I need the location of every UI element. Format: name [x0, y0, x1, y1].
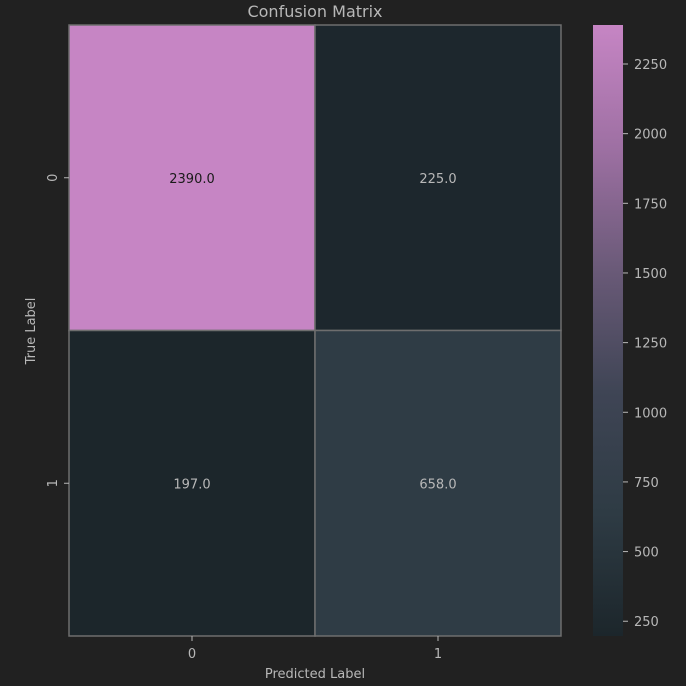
y-tick-label: 1 [46, 479, 61, 487]
colorbar-tick-label: 750 [634, 476, 659, 491]
y-axis-ticks: 01 [46, 174, 69, 487]
colorbar-tick-label: 2250 [634, 58, 667, 73]
colorbar [593, 25, 623, 636]
heatmap-cell [68, 329, 316, 637]
y-axis-label: True Label [24, 298, 39, 366]
chart-title: Confusion Matrix [247, 2, 382, 21]
colorbar-ticks: 250 500 750 1000 1250 1500 1750 2000 2250 [623, 58, 667, 630]
colorbar-tick-label: 2000 [634, 128, 667, 143]
cell-value-label: 197.0 [173, 477, 210, 492]
x-tick-label: 0 [188, 647, 196, 662]
colorbar-tick-label: 1500 [634, 267, 667, 282]
heatmap-cells [68, 24, 562, 637]
colorbar-tick-label: 1250 [634, 337, 667, 352]
heatmap-cell [314, 329, 562, 637]
heatmap-cell [314, 24, 562, 332]
colorbar-tick-label: 250 [634, 615, 659, 630]
colorbar-tick-label: 500 [634, 546, 659, 561]
cell-value-label: 225.0 [419, 172, 456, 187]
heatmap-cell-labels: 2390.0 225.0 197.0 658.0 [169, 172, 456, 493]
x-tick-label: 1 [434, 647, 442, 662]
cell-value-label: 2390.0 [169, 172, 215, 187]
heatmap-cell [68, 24, 316, 332]
colorbar-tick-label: 1750 [634, 197, 667, 212]
colorbar-tick-label: 1000 [634, 406, 667, 421]
x-axis-label: Predicted Label [265, 667, 365, 682]
cell-value-label: 658.0 [419, 477, 456, 492]
y-tick-label: 0 [46, 174, 61, 182]
